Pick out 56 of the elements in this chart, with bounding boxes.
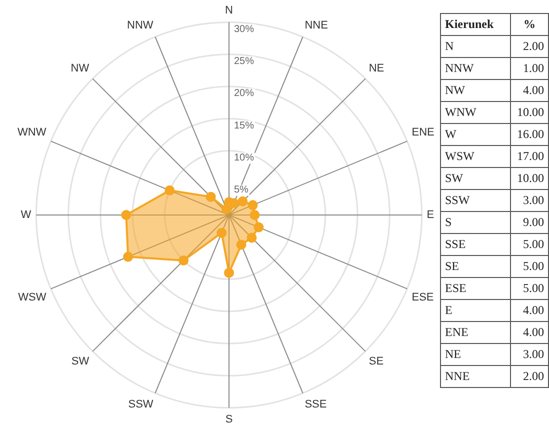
- spoke-label: WSW: [18, 291, 47, 304]
- spoke-label: SW: [71, 355, 90, 368]
- category-label: NNE: [440, 366, 510, 388]
- spoke-label: W: [20, 209, 32, 222]
- category-label: WSW: [440, 146, 510, 168]
- category-label: NNW: [440, 58, 510, 80]
- spoke-label: N: [225, 4, 234, 17]
- y-tick-label: 25%: [234, 56, 254, 68]
- text: 3.00: [523, 347, 544, 361]
- spoke-label: SSW: [128, 398, 154, 410]
- text: 9.00: [523, 215, 544, 229]
- text: 17.00: [517, 149, 544, 163]
- spoke-label: NW: [70, 62, 90, 75]
- category-label: SSE: [440, 234, 510, 256]
- category-label: SE: [440, 256, 510, 278]
- text: 4.00: [523, 83, 544, 97]
- category-label: ESE: [440, 278, 510, 300]
- text: %: [510, 14, 548, 36]
- spoke-label: SE: [368, 355, 384, 368]
- category-label: E: [440, 300, 510, 322]
- category-label: ENE: [440, 322, 510, 344]
- y-tick-label: 10%: [234, 152, 254, 164]
- text: Kierunek: [440, 14, 510, 36]
- y-tick-label: 30%: [234, 24, 254, 35]
- y-tick-label: 15%: [234, 120, 254, 132]
- spoke-label: E: [426, 209, 434, 222]
- spoke-label: SSE: [304, 398, 327, 410]
- text: 10.00: [517, 105, 544, 119]
- text: 2.00: [523, 369, 544, 383]
- spoke-label: ESE: [412, 291, 434, 304]
- text: 5.00: [523, 281, 544, 295]
- text: 1.00: [523, 61, 544, 75]
- category-label: SSW: [440, 190, 510, 212]
- category-label: S: [440, 212, 510, 234]
- category-label: NW: [440, 80, 510, 102]
- text: 4.00: [523, 303, 544, 317]
- category-label: WNW: [440, 102, 510, 124]
- spoke-label: S: [225, 413, 233, 426]
- text: 5.00: [523, 259, 544, 273]
- category-label: NE: [440, 344, 510, 366]
- spoke-label: NNW: [127, 20, 154, 32]
- text: 5.00: [523, 237, 544, 251]
- text: 2.00: [523, 39, 544, 53]
- category-label: W: [440, 124, 510, 146]
- spoke-label: ENE: [412, 126, 434, 139]
- category-label: N: [440, 36, 510, 58]
- text: 10.00: [517, 171, 544, 185]
- spoke-label: NE: [368, 62, 384, 75]
- text: 16.00: [517, 127, 544, 141]
- y-tick-label: 20%: [234, 88, 254, 100]
- text: 4.00: [523, 325, 544, 339]
- spoke-label: WNW: [18, 126, 47, 139]
- text: 3.00: [523, 193, 544, 207]
- spoke-label: NNE: [304, 20, 328, 32]
- y-tick-label: 5%: [234, 184, 249, 196]
- category-label: SW: [440, 168, 510, 190]
